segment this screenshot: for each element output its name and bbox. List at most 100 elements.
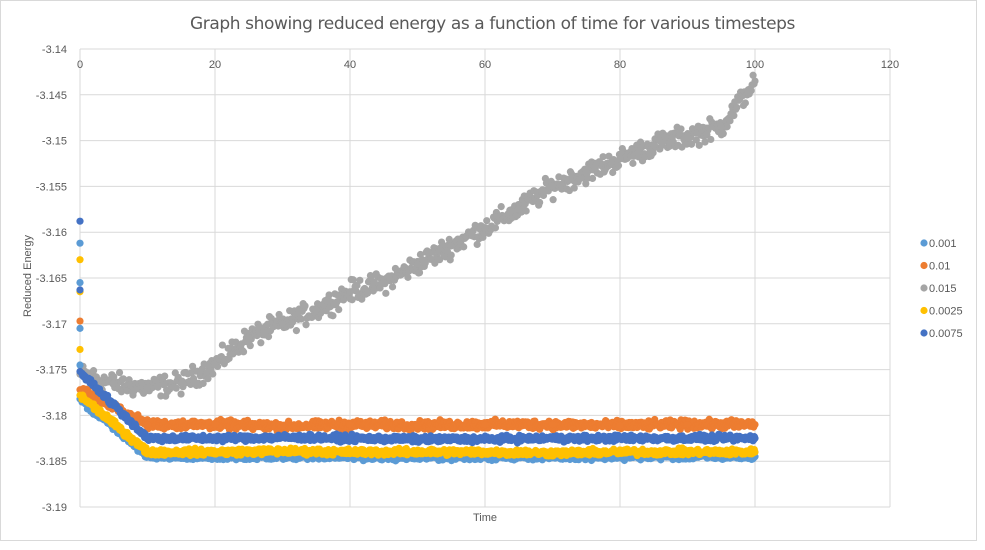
data-point [380, 278, 388, 287]
data-point [211, 361, 219, 369]
scatter-point [209, 370, 217, 378]
scatter-point [246, 342, 254, 350]
data-point [143, 448, 152, 456]
scatter-point [701, 138, 709, 146]
y-tick-label: -3.18 [42, 410, 67, 422]
legend-label: 0.0075 [929, 328, 963, 340]
scatter-point [301, 302, 309, 310]
scatter-point [415, 269, 424, 277]
legend-label: 0.001 [929, 238, 957, 250]
x-tick-label: 100 [746, 59, 764, 71]
scatter-point [119, 375, 127, 383]
chart-title: Graph showing reduced energy as a functi… [189, 14, 796, 34]
scatter-point [747, 87, 755, 95]
data-point [548, 182, 557, 190]
scatter-point [404, 273, 412, 281]
data-point [76, 345, 84, 354]
data-point [278, 447, 287, 455]
scatter-point [356, 276, 364, 284]
scatter-point [382, 289, 390, 297]
scatter-point [297, 315, 305, 323]
y-tick-label: -3.145 [36, 90, 67, 102]
scatter-point [110, 373, 118, 381]
scatter-point [376, 284, 384, 292]
scatter-point [177, 390, 185, 398]
data-point [211, 448, 219, 456]
scatter-point [483, 217, 491, 225]
y-tick-label: -3.17 [42, 319, 67, 331]
scatter-point [522, 207, 530, 215]
data-point [278, 320, 287, 328]
data-point [76, 239, 84, 247]
scatter-point [692, 136, 700, 144]
y-tick-label: -3.14 [42, 44, 67, 56]
legend-marker-0.001 [920, 239, 928, 247]
scatter-point [445, 235, 453, 243]
data-point [481, 435, 489, 443]
data-point [110, 379, 118, 387]
scatter-point [388, 283, 397, 291]
scatter-point [707, 135, 715, 144]
scatter-point [218, 341, 226, 349]
scatter-point [460, 243, 468, 251]
data-point [548, 420, 557, 429]
data-point [751, 434, 759, 442]
scatter-point [117, 388, 126, 396]
data-point [76, 278, 84, 287]
data-point [751, 77, 759, 85]
scatter-point [363, 289, 372, 297]
scatter-point [89, 367, 98, 375]
series-0.015 [76, 71, 759, 400]
scatter-point [329, 312, 337, 320]
data-point [515, 205, 523, 213]
scatter-point [677, 125, 685, 133]
y-tick-label: -3.155 [36, 181, 67, 193]
data-point [76, 217, 84, 225]
data-point [76, 391, 84, 399]
scatter-point [264, 332, 273, 341]
data-point [683, 132, 692, 140]
data-point [413, 260, 422, 268]
data-point [346, 420, 354, 429]
scatter-point [115, 368, 124, 377]
y-tick-label: -3.15 [42, 136, 67, 148]
data-point [346, 434, 354, 442]
legend-label: 0.0025 [929, 306, 963, 318]
scatter-point [200, 360, 208, 368]
scatter-point [239, 348, 248, 356]
data-point [650, 141, 658, 149]
scatter-point [302, 321, 310, 329]
legend-marker-0.015 [920, 284, 928, 292]
scatter-point [687, 140, 696, 148]
scatter-point [549, 196, 557, 204]
scatter-point [172, 384, 180, 392]
data-point [548, 449, 557, 457]
data-point [616, 421, 624, 430]
data-point [278, 422, 287, 430]
data-point [211, 420, 219, 429]
scatter-point [204, 375, 212, 383]
data-point [683, 434, 692, 442]
data-point [278, 433, 287, 441]
data-point [76, 286, 84, 294]
data-point [346, 288, 354, 296]
scatter-point [588, 174, 597, 183]
data-point [76, 361, 84, 369]
scatter-point [649, 149, 657, 157]
data-point [143, 434, 152, 442]
data-point [481, 224, 489, 232]
x-tick-label: 0 [77, 59, 83, 71]
scatter-point [292, 327, 301, 335]
scatter-point [348, 296, 356, 304]
legend-label: 0.01 [929, 261, 950, 273]
scatter-point [730, 112, 738, 120]
scatter-point [695, 141, 703, 149]
data-point [76, 317, 84, 325]
data-point [143, 420, 152, 429]
y-tick-label: -3.16 [42, 227, 67, 239]
series-0.0025 [76, 256, 759, 460]
legend-marker-0.0025 [920, 306, 928, 315]
data-point [143, 384, 152, 392]
scatter-point [719, 130, 727, 138]
scatter-point [599, 153, 607, 161]
